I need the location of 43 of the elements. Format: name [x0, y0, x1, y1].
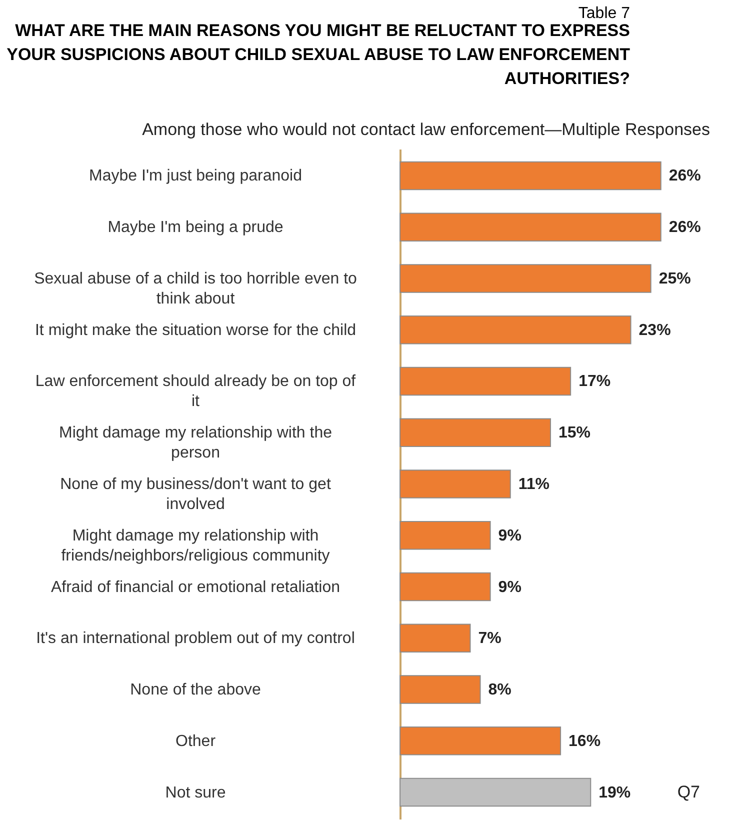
y-tick-label: Might damage my relationship with the person — [58, 424, 332, 462]
data-label: 26% — [668, 168, 701, 185]
bar — [400, 470, 511, 498]
data-label: 26% — [668, 219, 701, 236]
y-tick-label: It's an international problem out of my control — [36, 630, 355, 648]
chart-subtitle: WHAT ARE THE MAIN REASONS YOU MIGHT BE RELUCTANT TO EXPRESS YOUR SUSPICIONS ABOUT CHILD SEXUAL ABUSE TO LAW ENFORCEMENT AUTHORITIES? — [6, 21, 631, 88]
bar — [400, 315, 632, 344]
y-tick-label: Maybe I'm just being paranoid — [89, 168, 302, 185]
data-label: 25% — [658, 270, 691, 288]
data-label: 16% — [568, 732, 601, 750]
data-label: 17% — [578, 373, 611, 390]
chart-title: Table 7 — [578, 5, 630, 22]
data-label: 7% — [478, 630, 502, 648]
bar — [400, 778, 592, 807]
y-tick-label: Other — [175, 732, 216, 750]
y-tick-label: Maybe I'm being a prude — [108, 219, 284, 236]
data-label: 19% — [598, 784, 631, 802]
bar — [400, 726, 562, 756]
data-label: 11% — [518, 476, 550, 493]
y-tick-label: Sexual abuse of a child is too horrible even to think about — [34, 270, 358, 308]
data-label: 9% — [498, 578, 522, 596]
bar — [400, 675, 481, 704]
data-label: 9% — [498, 527, 522, 544]
y-tick-label: None of my business/don't want to get involved — [60, 476, 332, 513]
text: Q7 — [677, 782, 700, 802]
bar — [400, 624, 471, 653]
text: Among those who would not contact law enforcement—Multiple Responses — [142, 120, 710, 139]
data-label: 15% — [558, 424, 591, 442]
data-label: 8% — [488, 682, 512, 699]
bar — [400, 572, 491, 602]
y-tick-label: Afraid of financial or emotional retaliation — [50, 578, 340, 596]
bar — [400, 521, 491, 550]
y-tick-label: Might damage my relationship with friends/neighbors/religious community — [61, 527, 330, 564]
bar — [400, 366, 572, 396]
bar — [400, 418, 551, 447]
y-tick-label: None of the above — [130, 682, 261, 699]
bar — [400, 212, 662, 242]
bar — [400, 161, 662, 190]
y-tick-label: It might make the situation worse for the child — [34, 322, 356, 339]
data-label: 23% — [638, 322, 671, 339]
y-tick-label: Not sure — [165, 784, 226, 802]
y-tick-label: Law enforcement should already be on top of it — [35, 373, 356, 410]
bar — [400, 264, 652, 293]
